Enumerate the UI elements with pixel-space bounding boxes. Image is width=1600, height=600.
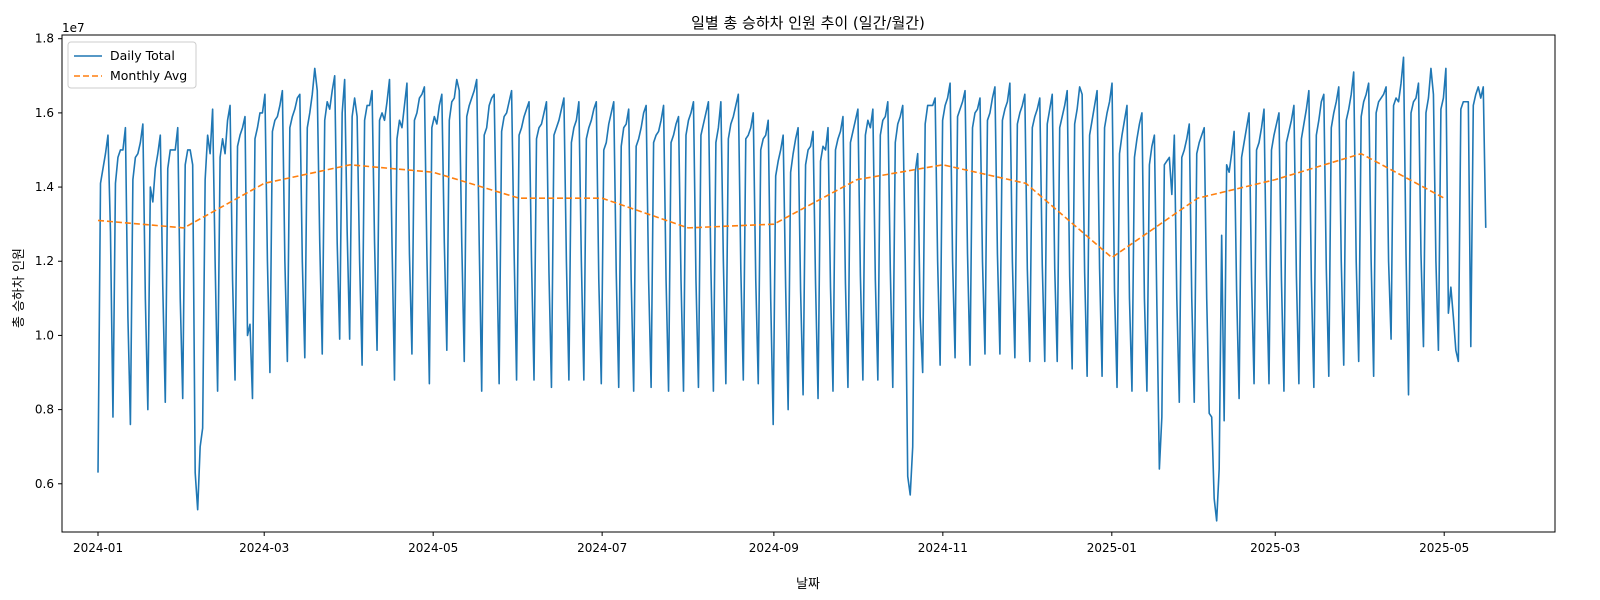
y-tick-label: 1.8 xyxy=(35,32,54,46)
series-line-monthly-avg xyxy=(97,152,1445,259)
x-tick-label: 2024-11 xyxy=(918,541,968,555)
y-axis-offset-label: 1e7 xyxy=(62,21,85,35)
x-tick-label: 2025-05 xyxy=(1419,541,1469,555)
legend-box xyxy=(67,41,197,89)
y-tick-label: 0.8 xyxy=(35,403,54,417)
legend-label: Monthly Avg xyxy=(110,68,187,83)
y-tick-label: 1.4 xyxy=(35,180,54,194)
x-tick-label: 2024-05 xyxy=(408,541,458,555)
x-tick-label: 2025-01 xyxy=(1087,541,1137,555)
x-tick-label: 2024-09 xyxy=(749,541,799,555)
x-axis: 2024-01 2024-03 2024-05 2024-07 2024-09 2024-… xyxy=(73,532,1469,555)
x-tick-label: 2024-03 xyxy=(239,541,289,555)
y-tick-label: 1.2 xyxy=(35,254,54,268)
chart-title: 일별 총 승하차 인원 추이 (일간/월간) xyxy=(691,14,925,32)
legend: Daily Total Monthly Avg xyxy=(67,41,197,89)
y-tick-label: 0.6 xyxy=(35,477,54,491)
x-tick-label: 2024-07 xyxy=(577,541,627,555)
plot-area xyxy=(97,56,1487,522)
y-tick-label: 1.0 xyxy=(35,328,54,342)
y-axis: 0.6 0.8 1.0 1.2 1.4 1.6 1.8 xyxy=(35,32,62,491)
y-tick-label: 1.6 xyxy=(35,106,54,120)
x-tick-label: 2025-03 xyxy=(1250,541,1300,555)
series-line-daily-total xyxy=(97,56,1487,522)
x-tick-label: 2024-01 xyxy=(73,541,123,555)
plot-frame xyxy=(61,34,1556,533)
y-axis-title: 총 승하차 인원 xyxy=(12,248,27,328)
legend-label: Daily Total xyxy=(110,48,175,63)
x-axis-title: 날짜 xyxy=(796,577,820,592)
